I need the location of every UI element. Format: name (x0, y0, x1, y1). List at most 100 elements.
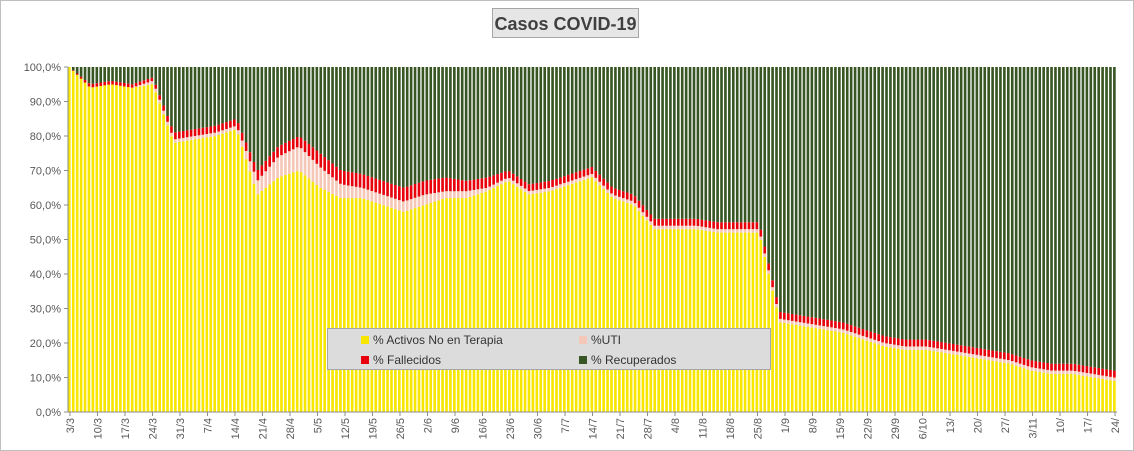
bar-activos (566, 185, 570, 412)
bar-uti (350, 186, 354, 199)
bar-fallecidos (519, 179, 523, 186)
bar-fallecidos (610, 186, 613, 194)
bar-activos (771, 290, 774, 412)
bar-recuperados (315, 67, 319, 151)
bar-recuperados (382, 67, 385, 182)
legend-item-fallecidos: % Fallecidos (361, 353, 441, 367)
bar-recuperados (578, 67, 582, 171)
bar-activos (303, 175, 307, 412)
bar-uti (256, 180, 260, 195)
bar-recuperados (484, 67, 488, 178)
bar-activos (665, 229, 668, 412)
bar-uti (170, 132, 173, 137)
bar-fallecidos (889, 337, 892, 344)
bar-activos (460, 198, 464, 412)
bar-activos (1093, 377, 1097, 412)
bar-recuperados (669, 67, 672, 219)
bar-uti (873, 339, 877, 344)
bar-recuperados (193, 67, 197, 130)
bar-activos (1105, 379, 1108, 412)
bar-activos (358, 198, 362, 412)
bar-uti (394, 198, 397, 210)
bar-fallecidos (559, 177, 562, 185)
bar-fallecidos (845, 323, 849, 331)
bar-uti (1062, 370, 1065, 375)
bar-uti (783, 319, 786, 324)
bar-uti (166, 121, 169, 126)
bar-activos (79, 78, 83, 413)
bar-activos (712, 232, 715, 412)
bar-recuperados (928, 67, 932, 341)
bar-fallecidos (857, 327, 861, 335)
bar-fallecidos (759, 229, 763, 237)
bar-recuperados (75, 67, 79, 74)
bar-recuperados (747, 67, 751, 223)
bar-uti (735, 229, 739, 233)
bar-fallecidos (303, 140, 307, 153)
bar-fallecidos (1038, 361, 1042, 369)
bar-recuperados (95, 67, 99, 84)
bar-uti (775, 304, 778, 308)
bar-recuperados (189, 67, 193, 130)
y-tick-label: 90,0% (30, 97, 61, 109)
bar-activos (849, 335, 853, 412)
bar-uti (979, 355, 983, 359)
bar-activos (806, 326, 810, 412)
bar-activos (1038, 372, 1042, 412)
bar-uti (1050, 370, 1053, 375)
bar-activos (531, 194, 535, 412)
bar-uti (213, 132, 216, 137)
bar-recuperados (1089, 67, 1093, 367)
bar-recuperados (527, 67, 531, 185)
bar-recuperados (339, 67, 342, 170)
bar-recuperados (621, 67, 625, 192)
bar-fallecidos (138, 81, 142, 86)
bar-uti (987, 356, 990, 361)
bar-activos (449, 198, 452, 412)
bar-fallecidos (1003, 352, 1006, 360)
bar-recuperados (786, 67, 790, 314)
bar-activos (229, 131, 232, 412)
bar-recuperados (515, 67, 519, 177)
bar-recuperados (574, 67, 578, 173)
bar-recuperados (346, 67, 350, 172)
bar-activos (586, 178, 590, 412)
bar-recuperados (535, 67, 539, 184)
bar-fallecidos (1022, 358, 1026, 365)
x-tick-label: 25/8 (753, 418, 765, 439)
bar-recuperados (201, 67, 205, 128)
bar-recuperados (456, 67, 460, 180)
bar-uti (566, 181, 570, 186)
bar-fallecidos (123, 82, 126, 87)
bar-recuperados (570, 67, 574, 174)
bar-uti (539, 189, 543, 193)
bar-recuperados (563, 67, 566, 177)
bar-activos (260, 191, 264, 412)
bar-recuperados (598, 67, 602, 175)
bar-activos (189, 140, 193, 413)
bar-recuperados (1062, 67, 1065, 364)
bar-fallecidos (398, 186, 401, 201)
bar-fallecidos (496, 174, 499, 183)
bar-uti (366, 189, 370, 201)
bar-activos (197, 138, 201, 412)
bar-recuperados (1038, 67, 1042, 362)
bar-recuperados (445, 67, 448, 178)
bar-fallecidos (606, 182, 609, 190)
bar-activos (900, 349, 904, 412)
x-tick-label: 2/6 (423, 418, 435, 433)
bar-fallecidos (869, 331, 873, 339)
bar-uti (535, 189, 539, 194)
bar-uti (1014, 362, 1018, 366)
bar-fallecidos (661, 218, 664, 226)
bar-fallecidos (260, 165, 264, 176)
bar-uti (307, 156, 311, 179)
bar-uti (354, 186, 358, 199)
bar-activos (331, 193, 334, 412)
bar-recuperados (496, 67, 499, 175)
bar-activos (464, 198, 468, 412)
bar-uti (680, 225, 684, 230)
x-tick-label: 16/6 (478, 418, 490, 439)
bar-activos (158, 103, 161, 413)
bar-fallecidos (912, 339, 916, 347)
